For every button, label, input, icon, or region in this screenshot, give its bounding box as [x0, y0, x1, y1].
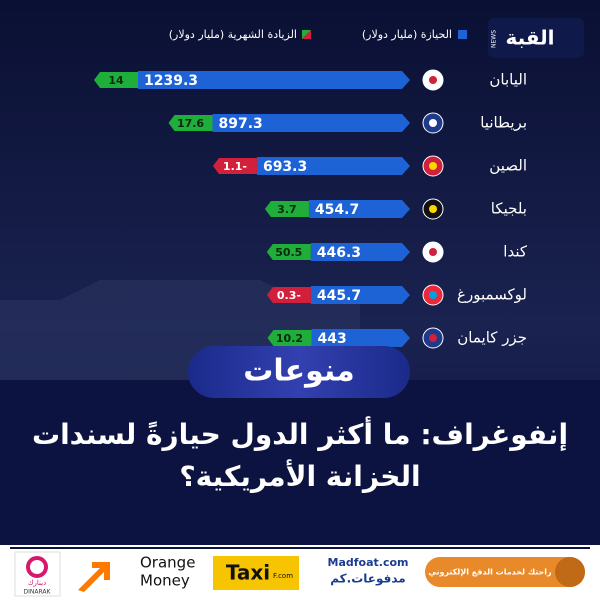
change-pill — [94, 72, 138, 88]
flag-detail — [429, 162, 437, 170]
category: منوعات — [243, 354, 355, 389]
change-label: 17.6 — [177, 117, 204, 130]
bar — [256, 157, 410, 175]
category-label: اليابان — [489, 71, 527, 89]
value-label: 443 — [317, 331, 346, 347]
change-pill — [264, 201, 309, 217]
category-label: جزر كايمان — [457, 329, 527, 347]
bar — [212, 114, 410, 132]
category-label: بلجيكا — [491, 200, 527, 218]
sponsor-orange: Orange Money — [78, 554, 195, 592]
value-label: 897.3 — [219, 116, 263, 132]
category-pill: منوعات — [188, 346, 410, 398]
category-label: الصين — [489, 157, 527, 175]
bar — [308, 200, 410, 218]
logo-tag: NEWS — [491, 30, 498, 48]
category-label: كندا — [503, 243, 528, 261]
value-label: 454.7 — [315, 202, 359, 218]
bar — [310, 243, 410, 261]
value-label: 445.7 — [317, 288, 361, 304]
change-pill — [267, 330, 312, 346]
flag-detail — [429, 334, 437, 342]
sponsor-taxi: Taxi F.com — [213, 556, 299, 590]
sponsor-text: Madfoat.com — [328, 556, 409, 569]
headline-line: الخزانة الأمريكية؟ — [179, 459, 420, 493]
change-pill — [168, 115, 213, 131]
flag-detail — [429, 76, 437, 84]
headline-band — [0, 380, 600, 545]
legend-label: الزيادة الشهرية (مليار دولار) — [169, 28, 297, 41]
change-label: 50.5 — [275, 246, 302, 259]
bar — [310, 286, 410, 304]
change-label: 0.3- — [277, 289, 301, 302]
flag-detail — [429, 205, 437, 213]
change-pill — [212, 158, 257, 174]
change-label: 14 — [108, 74, 124, 87]
sponsor-madfoat: Madfoat.com مدفوعات.كم — [328, 556, 409, 587]
flag-detail — [429, 248, 437, 256]
category-label: لوكسمبورغ — [457, 286, 527, 304]
bar — [138, 71, 410, 89]
sponsor-dinarak: دينارك DINARAK — [14, 551, 61, 597]
logo: القبة NEWS — [488, 18, 584, 58]
sponsor-text: دينارك — [28, 579, 46, 587]
sponsor-text: مدفوعات.كم — [330, 572, 405, 587]
sponsor-rahtak: راحتك لخدمات الدفع الإلكتروني — [425, 557, 585, 587]
sponsor-text: راحتك لخدمات الدفع الإلكتروني — [428, 568, 552, 577]
headline-line: إنفوغراف: ما أكثر الدول حيازةً لسندات — [32, 416, 568, 452]
legend-label: الحيازة (مليار دولار) — [362, 28, 452, 41]
logo-name: القبة — [505, 26, 554, 50]
change-label: 1.1- — [223, 160, 247, 173]
chart: الحيازة (مليار دولار) الزيادة الشهرية (مل… — [94, 28, 528, 349]
value-label: 446.3 — [317, 245, 361, 261]
sponsor-text: DINARAK — [24, 589, 52, 596]
sponsor-text: Orange — [140, 554, 195, 572]
sponsor-text: F.com — [273, 572, 293, 580]
legend-swatch — [458, 30, 467, 39]
flag-detail — [429, 119, 437, 127]
bar — [311, 329, 410, 347]
sponsor-text: Money — [140, 572, 190, 590]
sponsor-text: Taxi — [226, 561, 270, 585]
flag-detail — [429, 291, 437, 299]
change-pill — [266, 287, 311, 303]
value-label: 693.3 — [263, 159, 307, 175]
value-label: 1239.3 — [144, 73, 198, 89]
change-label: 3.7 — [277, 203, 297, 216]
category-label: بريطانيا — [480, 114, 527, 132]
change-pill — [266, 244, 311, 260]
legend-swatch — [302, 30, 311, 39]
change-label: 10.2 — [276, 332, 303, 345]
